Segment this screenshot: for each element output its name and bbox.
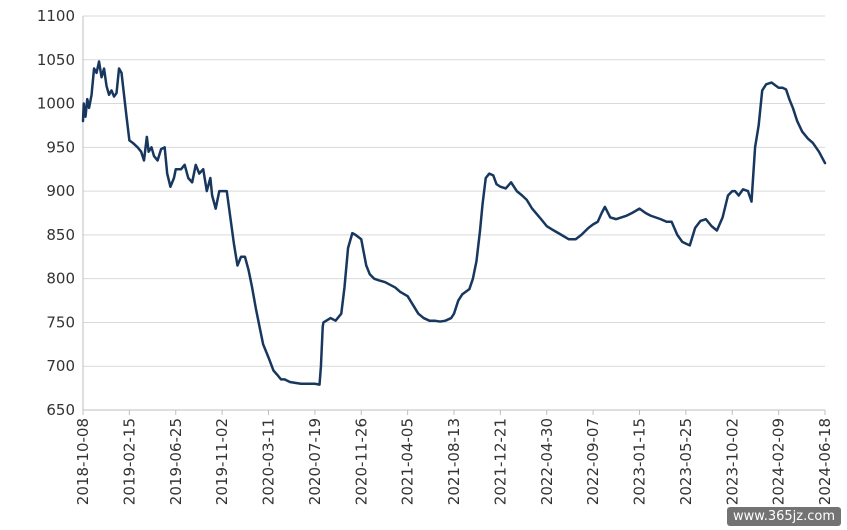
x-tick-label: 2024-02-09 <box>770 418 788 505</box>
x-tick-label: 2020-03-11 <box>260 418 278 505</box>
x-tick-label: 2023-05-25 <box>677 418 695 505</box>
x-axis-tick-labels: 2018-10-08 2019-02-15 2019-06-25 2019-11-02… <box>74 418 834 505</box>
y-tick-label: 800 <box>46 270 75 288</box>
x-tick-label: 2022-04-30 <box>538 418 556 505</box>
x-tick-label: 2019-11-02 <box>213 418 231 505</box>
y-tick-label: 950 <box>46 138 75 156</box>
x-tick-label: 2019-06-25 <box>167 418 185 505</box>
x-tick-label: 2021-12-21 <box>491 418 509 505</box>
y-tick-label: 1050 <box>37 51 75 69</box>
gridlines <box>83 15 825 411</box>
watermark: www.365jz.com <box>727 507 841 526</box>
x-tick-label: 2024-06-18 <box>816 418 834 505</box>
y-tick-label: 850 <box>46 226 75 244</box>
y-tick-label: 900 <box>46 182 75 200</box>
price-series-line <box>81 60 827 386</box>
x-tick-label: 2020-11-26 <box>352 418 370 505</box>
x-tick-label: 2023-01-15 <box>631 418 649 505</box>
axes <box>82 16 826 415</box>
y-tick-label: 1000 <box>37 95 75 113</box>
x-tick-label: 2018-10-08 <box>74 418 92 505</box>
y-tick-label: 750 <box>46 313 75 331</box>
y-tick-label: 1100 <box>37 7 75 25</box>
x-tick-label: 2021-04-05 <box>399 418 417 505</box>
y-tick-label: 700 <box>46 357 75 375</box>
x-tick-label: 2019-02-15 <box>120 418 138 505</box>
x-tick-label: 2021-08-13 <box>445 418 463 505</box>
x-tick-label: 2023-10-02 <box>723 418 741 505</box>
y-tick-label: 650 <box>46 401 75 419</box>
x-tick-label: 2020-07-19 <box>306 418 324 505</box>
x-tick-label: 2022-09-07 <box>584 418 602 505</box>
y-axis-tick-labels: 650 700 750 800 850 900 950 1000 1050 1100 <box>37 7 75 419</box>
